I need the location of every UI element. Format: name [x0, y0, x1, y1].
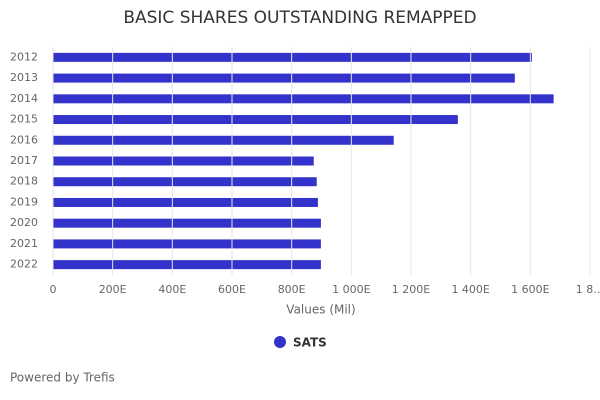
bar — [53, 239, 321, 249]
bar — [53, 135, 394, 145]
bar — [53, 260, 321, 270]
x-tick-label: 400E — [158, 283, 186, 296]
y-tick-label: 2019 — [10, 195, 38, 208]
bar — [53, 177, 317, 187]
bar — [53, 52, 532, 62]
x-tick-label: 1 000E — [332, 283, 370, 296]
bar — [53, 197, 318, 207]
bar — [53, 115, 458, 125]
legend-label[interactable]: SATS — [293, 336, 327, 350]
y-tick-label: 2017 — [10, 154, 38, 167]
x-tick-label: 1 200E — [392, 283, 430, 296]
x-tick-label: 1 400E — [451, 283, 489, 296]
y-tick-label: 2016 — [10, 133, 38, 146]
y-tick-label: 2012 — [10, 50, 38, 63]
x-tick-label: 800E — [278, 283, 306, 296]
credit: Powered by Trefis — [10, 371, 115, 385]
x-tick-label: 200E — [99, 283, 127, 296]
y-tick-label: 2020 — [10, 216, 38, 229]
chart-title: BASIC SHARES OUTSTANDING REMAPPED — [123, 8, 476, 28]
bar — [53, 73, 515, 83]
bar — [53, 218, 321, 228]
y-tick-label: 2014 — [10, 92, 38, 105]
x-tick-label: 600E — [218, 283, 246, 296]
x-tick-label: 0 — [50, 283, 57, 296]
x-axis-label: Values (Mil) — [286, 303, 355, 317]
bar — [53, 94, 554, 104]
legend-marker — [274, 336, 286, 348]
x-tick-label: 1 8… — [576, 283, 600, 296]
y-tick-label: 2015 — [10, 113, 38, 126]
y-tick-label: 2021 — [10, 237, 38, 250]
bar — [53, 156, 314, 166]
y-tick-label: 2022 — [10, 258, 38, 271]
y-tick-label: 2013 — [10, 71, 38, 84]
y-tick-label: 2018 — [10, 175, 38, 188]
x-tick-label: 1 600E — [511, 283, 549, 296]
